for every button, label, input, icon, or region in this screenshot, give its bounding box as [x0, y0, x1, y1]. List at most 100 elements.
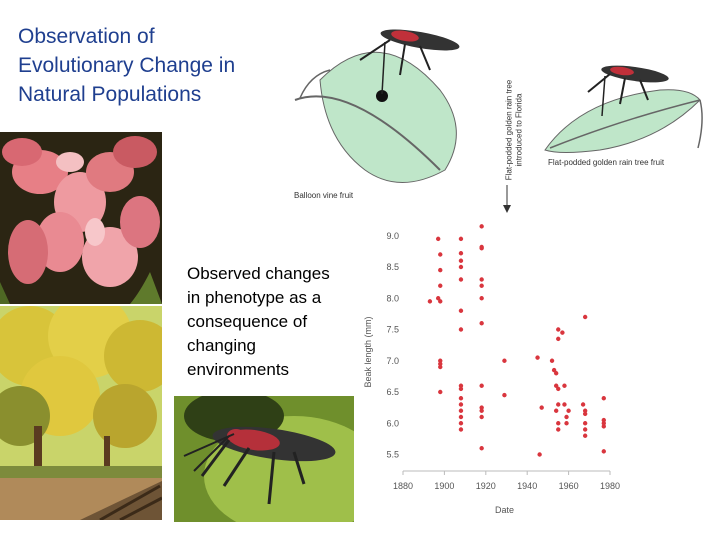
data-point [438, 364, 443, 370]
data-point [556, 427, 561, 432]
y-axis-label: Beak length (mm) [363, 316, 373, 387]
data-point [458, 396, 464, 401]
data-point [479, 246, 484, 251]
data-point [479, 321, 484, 326]
y-tick-label: 9.0 [386, 231, 399, 241]
data-point [458, 308, 464, 313]
data-point [458, 408, 464, 413]
data-point [438, 252, 443, 257]
data-point [458, 264, 464, 270]
data-point [562, 402, 567, 407]
data-point [502, 392, 507, 398]
data-point [438, 299, 443, 304]
data-point [458, 427, 464, 432]
data-point [479, 446, 484, 451]
data-point [566, 408, 571, 413]
data-point [582, 427, 588, 432]
data-point [556, 402, 561, 407]
y-tick-label: 5.5 [386, 450, 399, 460]
balloon-vine-label: Balloon vine fruit [294, 191, 354, 200]
data-point [564, 414, 569, 420]
data-point [435, 236, 441, 242]
x-tick-label: 1940 [517, 481, 537, 491]
data-point [556, 386, 561, 392]
chart-points [427, 224, 606, 457]
data-point [582, 411, 588, 417]
data-point [479, 383, 484, 388]
data-point [458, 421, 464, 426]
data-point [539, 405, 544, 410]
data-point [479, 414, 484, 420]
data-point [427, 299, 433, 304]
data-point [479, 277, 484, 282]
data-point [556, 421, 561, 426]
data-point [438, 267, 443, 273]
x-axis-label: Date [495, 505, 514, 515]
data-point [535, 355, 540, 360]
data-point [601, 396, 606, 401]
data-point [458, 383, 464, 388]
data-point [479, 296, 484, 301]
data-point [458, 236, 464, 242]
data-point [582, 408, 588, 413]
data-point [601, 421, 606, 426]
beak-length-chart: 1880 1900 1920 1940 1960 1980 5.5 6.0 6.5 7.0 7.5 8… [363, 224, 620, 515]
data-point [458, 386, 464, 392]
data-point [438, 283, 443, 288]
data-point [438, 361, 443, 367]
flat-pod-fruit-illustration [544, 65, 703, 153]
data-point [479, 405, 484, 410]
data-point [556, 336, 561, 342]
data-point [458, 258, 464, 263]
data-point [502, 358, 507, 363]
data-point [564, 421, 569, 426]
data-point [537, 452, 542, 457]
slide-caption: Observed changes in phenotype as a conse… [187, 264, 330, 379]
data-point [479, 224, 484, 229]
data-point [549, 358, 555, 363]
data-point [553, 371, 559, 376]
data-point [479, 283, 484, 288]
y-tick-label: 6.5 [386, 387, 399, 397]
data-point [435, 296, 441, 301]
data-point [551, 367, 557, 373]
data-point [582, 433, 588, 438]
data-point [458, 327, 464, 332]
x-tick-label: 1920 [476, 481, 496, 491]
data-point [556, 327, 561, 332]
data-point [553, 383, 559, 388]
x-tick-label: 1900 [434, 481, 454, 491]
data-point [479, 408, 484, 413]
data-point [601, 424, 606, 429]
x-tick-label: 1960 [559, 481, 579, 491]
data-point [458, 402, 464, 407]
introduced-label: Flat-podded golden rain tree introduced … [504, 79, 524, 181]
data-point [582, 421, 588, 426]
data-point [458, 277, 464, 282]
chart-axes: 1880 1900 1920 1940 1960 1980 5.5 6.0 6.5 7.0 7.5 8… [363, 231, 620, 515]
data-point [553, 408, 559, 413]
soapberry-bug-photo [174, 396, 354, 522]
y-tick-label: 8.0 [386, 293, 399, 303]
down-arrow-icon [503, 185, 511, 213]
flat-pod-label: Flat-podded golden rain tree fruit [548, 158, 665, 167]
data-point [601, 417, 606, 423]
data-point [582, 314, 588, 320]
y-tick-label: 8.5 [386, 262, 399, 272]
x-tick-label: 1980 [600, 481, 620, 491]
y-tick-label: 7.5 [386, 325, 399, 335]
data-point [458, 251, 464, 256]
y-tick-label: 6.0 [386, 418, 399, 428]
slide-title: Observation of Evolutionary Change in Na… [18, 25, 236, 106]
data-point [458, 414, 464, 420]
data-point [438, 358, 443, 363]
data-point [560, 330, 565, 335]
golden-rain-tree-photo [0, 306, 162, 520]
data-point [580, 402, 586, 407]
data-point [438, 389, 443, 395]
data-point [601, 449, 606, 454]
y-tick-label: 7.0 [386, 356, 399, 366]
balloon-vine-fruit-illustration [294, 29, 460, 183]
flowers-photo [0, 132, 162, 304]
data-point [562, 383, 567, 388]
